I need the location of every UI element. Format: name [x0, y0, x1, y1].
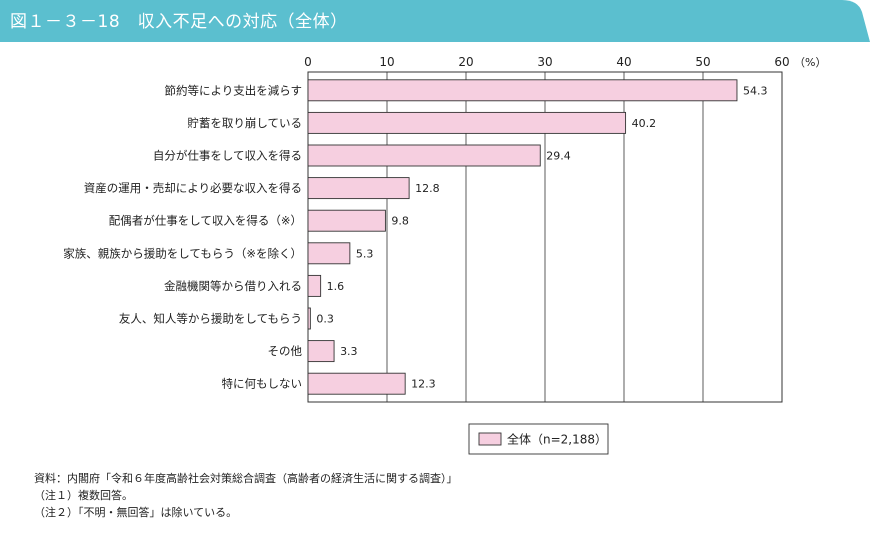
title-banner: 図１－３－18 収入不足への対応（全体）: [0, 0, 870, 42]
source-note: 資料：内閣府「令和６年度高齢社会対策総合調査（高齢者の経済生活に関する調査）」: [34, 472, 458, 485]
category-label: 自分が仕事をして収入を得る: [153, 149, 302, 163]
legend-swatch: [478, 432, 502, 446]
bar: [307, 177, 410, 200]
bar: [307, 144, 541, 167]
category-label: 貯蓄を取り崩している: [187, 116, 302, 130]
bar: [307, 340, 335, 363]
category-label: 家族、親族から援助をしてもらう（※を除く）: [63, 246, 302, 260]
bar: [307, 79, 738, 102]
x-tick-label: 10: [379, 55, 394, 69]
notes-section: 資料：内閣府「令和６年度高齢社会対策総合調査（高齢者の経済生活に関する調査）」 …: [34, 470, 458, 521]
bar: [307, 372, 406, 395]
category-label: 節約等により支出を減らす: [164, 83, 302, 97]
value-label: 3.3: [340, 345, 358, 358]
figure-title: 図１－３－18 収入不足への対応（全体）: [10, 12, 348, 32]
bar: [307, 274, 322, 297]
value-label: 5.3: [356, 247, 374, 260]
value-label: 0.3: [316, 313, 334, 326]
bar-chart: 0 10 20 30 40 50 60 （%） 節約等により支出を減らす 54.3 貯蓄を取り崩して…: [63, 55, 826, 455]
bar: [307, 307, 311, 330]
legend-label: 全体（n=2,188）: [507, 432, 607, 447]
x-tick-label: 0: [304, 55, 312, 69]
bar: [307, 242, 351, 265]
category-label: 資産の運用・売却により必要な収入を得る: [84, 181, 302, 195]
x-tick-label: 20: [458, 55, 473, 69]
x-tick-label: 40: [616, 55, 631, 69]
value-label: 9.8: [391, 215, 409, 228]
value-label: 12.8: [415, 182, 440, 195]
x-tick-label: 60: [774, 55, 789, 69]
category-label: その他: [268, 344, 303, 358]
category-label: 金融機関等から借り入れる: [164, 279, 302, 293]
x-tick-label: 30: [537, 55, 552, 69]
note-1: （注１）複数回答。: [34, 489, 133, 502]
bar: [307, 111, 627, 134]
value-label: 40.2: [632, 117, 657, 130]
banner-shape: [0, 0, 870, 42]
axis-unit-label: （%）: [794, 56, 826, 69]
bar: [307, 209, 386, 232]
value-label: 54.3: [743, 84, 768, 97]
category-label: 配偶者が仕事をして収入を得る（※）: [109, 214, 302, 228]
value-label: 29.4: [546, 150, 571, 163]
value-label: 1.6: [327, 280, 345, 293]
category-label: 特に何もしない: [222, 377, 303, 391]
value-label: 12.3: [411, 378, 436, 391]
category-label: 友人、知人等から援助をしてもらう: [119, 312, 302, 326]
x-tick-label: 50: [695, 55, 710, 69]
note-2: （注２）「不明・無回答」は除いている。: [34, 506, 238, 519]
